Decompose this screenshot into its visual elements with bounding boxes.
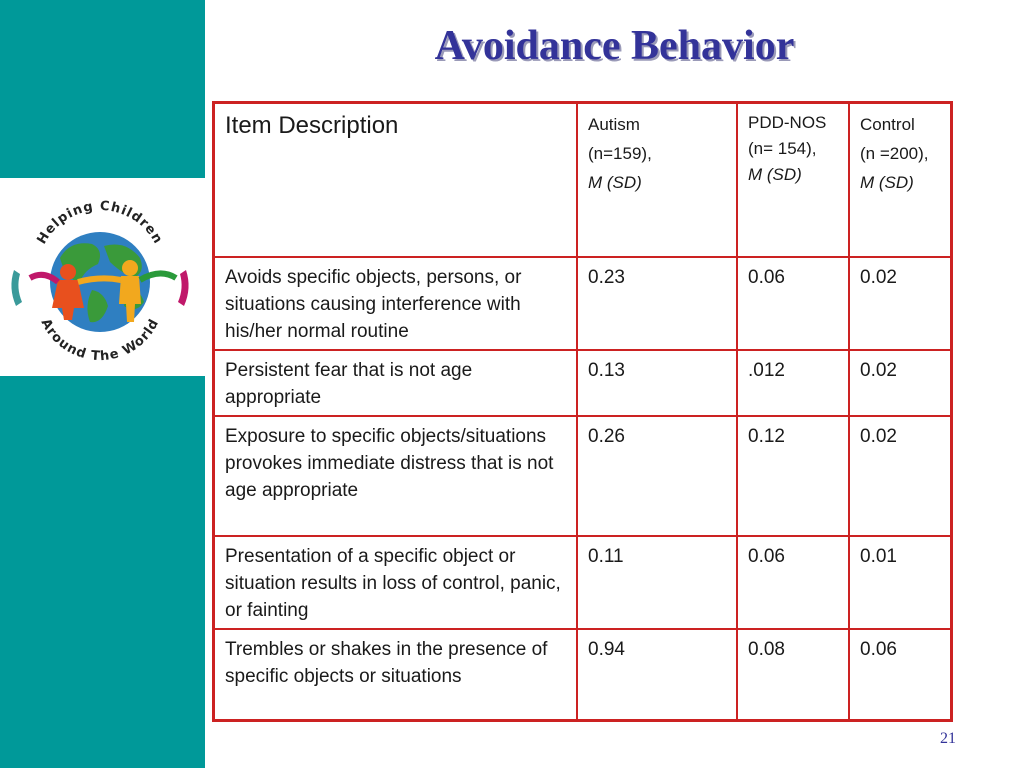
row-control-value: 0.01 bbox=[848, 534, 953, 630]
row-autism-value: 0.11 bbox=[576, 534, 738, 630]
globe-logo-icon: Helping Children Around The World bbox=[11, 199, 189, 364]
row-control-value: 0.02 bbox=[848, 348, 953, 417]
row-autism-value: 0.13 bbox=[576, 348, 738, 417]
header-pdd-nos: PDD-NOS (n= 154), M (SD) bbox=[736, 101, 850, 258]
row-item-description: Exposure to specific objects/situations … bbox=[212, 414, 578, 537]
slide-title: Avoidance Behavior bbox=[434, 23, 795, 69]
row-item-description: Avoids specific objects, persons, or sit… bbox=[212, 255, 578, 351]
header-control: Control (n =200), M (SD) bbox=[848, 101, 953, 258]
row-item-description: Persistent fear that is not age appropri… bbox=[212, 348, 578, 417]
avoidance-table: Item Description Autism (n=159), M (SD) … bbox=[212, 101, 953, 722]
row-autism-value: 0.94 bbox=[576, 627, 738, 722]
table-row: Avoids specific objects, persons, or sit… bbox=[212, 255, 953, 351]
row-autism-value: 0.26 bbox=[576, 414, 738, 537]
table-row: Persistent fear that is not age appropri… bbox=[212, 348, 953, 417]
row-pdd-value: 0.06 bbox=[736, 255, 850, 351]
header-autism: Autism (n=159), M (SD) bbox=[576, 101, 738, 258]
row-control-value: 0.02 bbox=[848, 255, 953, 351]
row-control-value: 0.06 bbox=[848, 627, 953, 722]
sidebar-band bbox=[0, 0, 205, 768]
row-pdd-value: 0.12 bbox=[736, 414, 850, 537]
row-item-description: Presentation of a specific object or sit… bbox=[212, 534, 578, 630]
table-row: Trembles or shakes in the presence of sp… bbox=[212, 627, 953, 722]
row-autism-value: 0.23 bbox=[576, 255, 738, 351]
table-header-row: Item Description Autism (n=159), M (SD) … bbox=[212, 101, 953, 258]
table-row: Presentation of a specific object or sit… bbox=[212, 534, 953, 630]
row-control-value: 0.02 bbox=[848, 414, 953, 537]
header-item-description: Item Description bbox=[212, 101, 578, 258]
row-pdd-value: .012 bbox=[736, 348, 850, 417]
logo: Helping Children Around The World bbox=[0, 178, 205, 376]
table-row: Exposure to specific objects/situations … bbox=[212, 414, 953, 537]
row-item-description: Trembles or shakes in the presence of sp… bbox=[212, 627, 578, 722]
page-number: 21 bbox=[940, 730, 956, 747]
row-pdd-value: 0.06 bbox=[736, 534, 850, 630]
row-pdd-value: 0.08 bbox=[736, 627, 850, 722]
